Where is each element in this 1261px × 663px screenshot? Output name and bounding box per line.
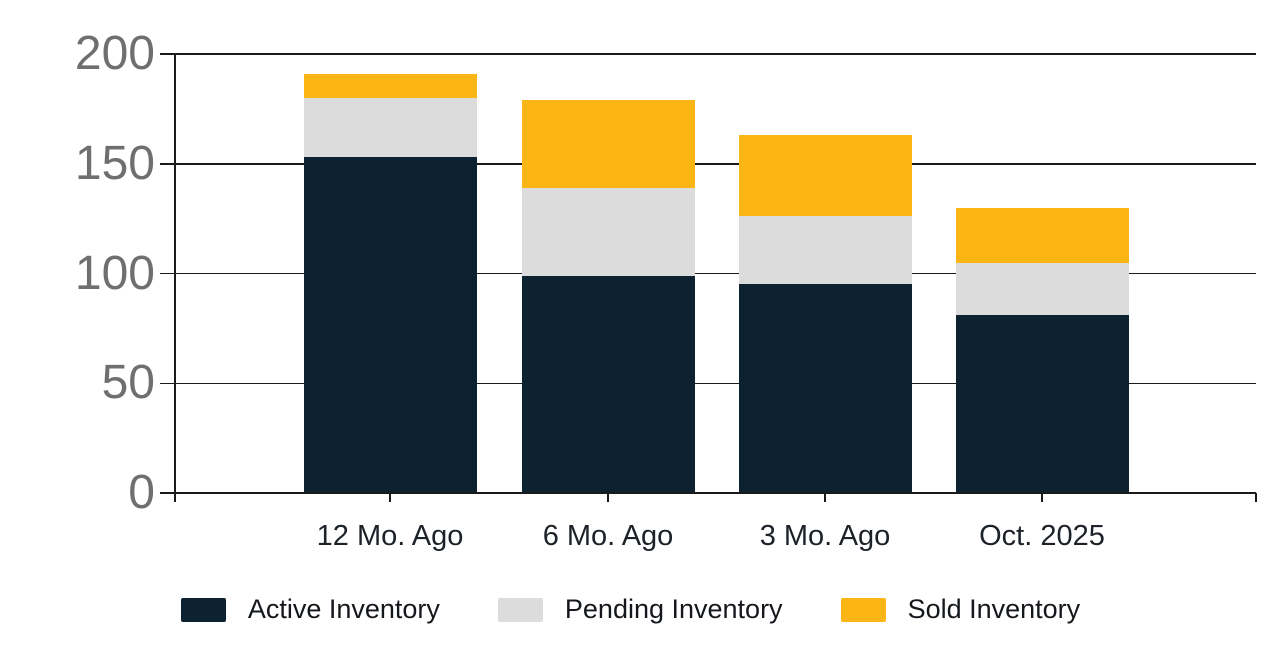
bar-segment-pending-inventory-12-mo-ago [303, 97, 477, 158]
y-axis-label-50: 50 [101, 356, 155, 410]
y-axis-label-100: 100 [74, 246, 155, 300]
legend-item-active-inventory: Active Inventory [180, 594, 440, 625]
bar-segment-sold-inventory-3-mo-ago [738, 135, 912, 217]
x-axis-line [175, 492, 1256, 494]
bar-segment-sold-inventory-6-mo-ago [521, 100, 695, 188]
y-tick-0 [160, 492, 175, 494]
legend-swatch-active-inventory [180, 597, 226, 622]
x-tick-1 [607, 493, 609, 502]
x-tick-2 [824, 493, 826, 502]
x-axis-label-oct-2025: Oct. 2025 [979, 520, 1105, 552]
bar-segment-pending-inventory-6-mo-ago [521, 187, 695, 276]
gridline-200 [175, 53, 1256, 55]
gridline-50 [175, 382, 1256, 384]
x-axis-label-12-mo-ago: 12 Mo. Ago [316, 520, 464, 552]
y-axis-line [174, 54, 176, 502]
x-tick-4 [1255, 493, 1257, 502]
gridline-100 [175, 272, 1256, 275]
bar-segment-sold-inventory-oct-2025 [955, 207, 1129, 263]
y-axis-label-150: 150 [74, 136, 155, 190]
bar-segment-active-inventory-3-mo-ago [738, 284, 912, 493]
y-tick-150 [160, 163, 175, 165]
x-tick-3 [1041, 493, 1043, 502]
bar-segment-active-inventory-oct-2025 [955, 315, 1129, 493]
y-tick-100 [160, 272, 175, 275]
chart-legend: Active Inventory Pending Inventory Sold In… [0, 594, 1261, 625]
bar-segment-active-inventory-12-mo-ago [303, 157, 477, 493]
legend-item-pending-inventory: Pending Inventory [497, 594, 783, 625]
bar-segment-pending-inventory-oct-2025 [955, 262, 1129, 316]
x-axis-label-6-mo-ago: 6 Mo. Ago [542, 520, 674, 552]
legend-swatch-pending-inventory [497, 597, 543, 622]
y-axis-label-0: 0 [128, 466, 155, 519]
legend-label-pending-inventory: Pending Inventory [564, 594, 783, 624]
x-axis-label-3-mo-ago: 3 Mo. Ago [759, 520, 891, 552]
legend-item-sold-inventory: Sold Inventory [840, 594, 1081, 625]
y-tick-200 [160, 53, 175, 55]
bar-segment-pending-inventory-3-mo-ago [738, 216, 912, 285]
y-tick-50 [160, 382, 175, 384]
legend-label-active-inventory: Active Inventory [247, 594, 440, 624]
bar-segment-active-inventory-6-mo-ago [521, 275, 695, 493]
legend-swatch-sold-inventory [840, 597, 886, 622]
y-axis-label-200: 200 [74, 27, 155, 80]
legend-label-sold-inventory: Sold Inventory [907, 594, 1081, 624]
bar-segment-sold-inventory-12-mo-ago [303, 73, 477, 98]
gridline-150 [175, 163, 1256, 165]
x-tick-0 [389, 493, 391, 502]
